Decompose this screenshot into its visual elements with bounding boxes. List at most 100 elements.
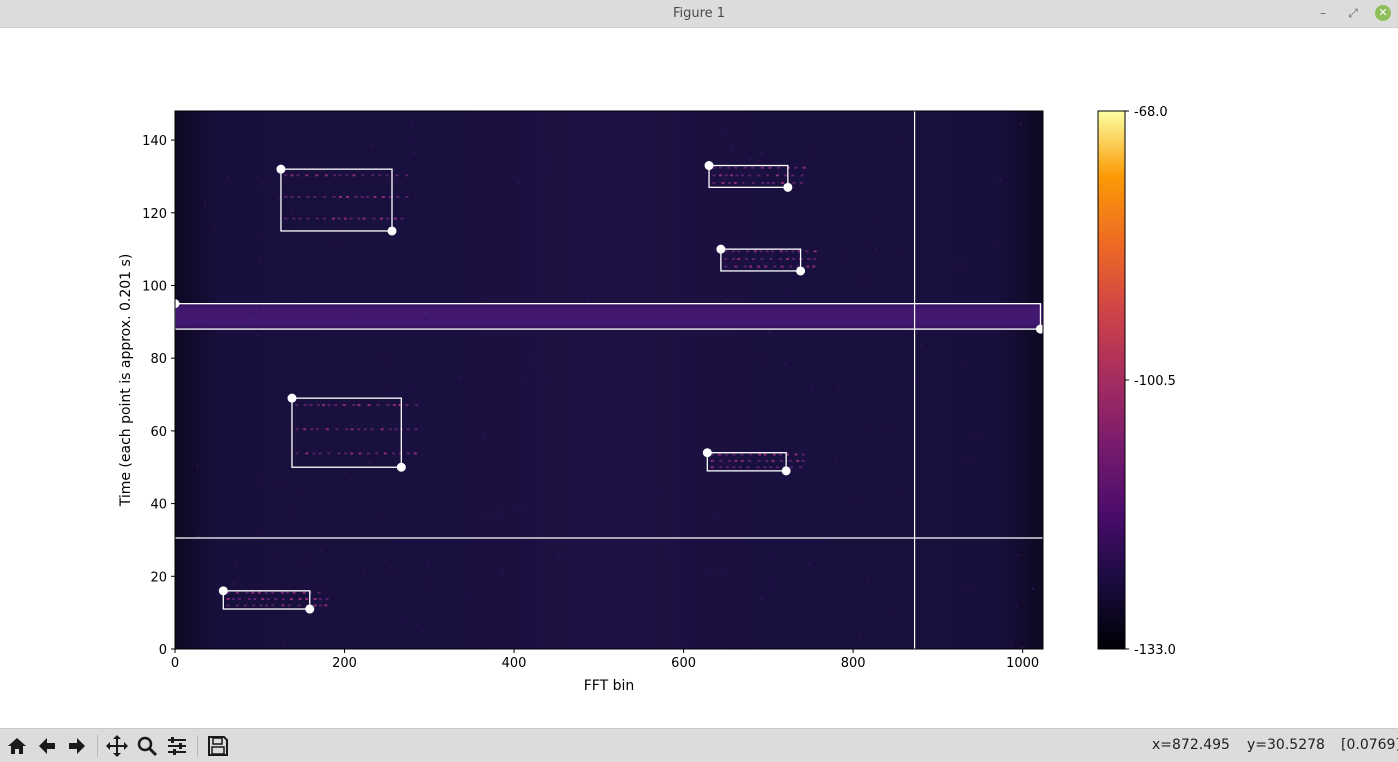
selection-handle[interactable] [276, 164, 286, 174]
signal-mark [332, 217, 336, 220]
signal-mark [712, 181, 716, 184]
signal-mark [785, 453, 789, 456]
signal-mark [315, 174, 319, 177]
noise-mark [625, 529, 628, 532]
selection-box[interactable] [706, 452, 787, 472]
noise-mark [664, 551, 667, 554]
signal-mark [274, 598, 278, 601]
selection-box[interactable] [280, 168, 393, 232]
signal-mark [366, 195, 370, 198]
signal-mark [313, 604, 317, 607]
signal-mark [367, 404, 371, 407]
noise-mark [713, 512, 716, 515]
noise-mark [961, 365, 964, 368]
noise-mark [622, 549, 625, 552]
noise-mark [262, 182, 265, 185]
noise-mark [784, 362, 787, 365]
signal-mark [295, 452, 299, 455]
sliders-icon[interactable] [164, 733, 190, 759]
signal-mark [710, 466, 714, 469]
signal-mark [735, 174, 739, 177]
signal-mark [413, 452, 417, 455]
selection-handle[interactable] [305, 604, 315, 614]
x-tick-label: 400 [502, 656, 527, 671]
signal-mark [724, 174, 728, 177]
noise-mark [411, 120, 414, 123]
selection-box[interactable] [291, 397, 402, 468]
signal-mark [776, 166, 780, 169]
signal-mark [318, 452, 322, 455]
selection-handle[interactable] [218, 586, 228, 596]
arrow-right-icon[interactable] [64, 733, 90, 759]
noise-mark [559, 556, 562, 559]
signal-mark [729, 174, 733, 177]
signal-mark [415, 404, 419, 407]
selection-box[interactable] [720, 248, 802, 272]
selection-handle[interactable] [287, 393, 297, 403]
signal-mark [794, 166, 798, 169]
noise-mark [769, 554, 772, 557]
selection-handle[interactable] [702, 448, 712, 458]
signal-mark [771, 250, 775, 253]
signal-mark [766, 174, 770, 177]
save-icon[interactable] [205, 733, 231, 759]
noise-mark [344, 471, 347, 474]
signal-mark [792, 181, 796, 184]
selection-handle[interactable] [783, 182, 793, 192]
noise-mark [502, 569, 505, 572]
colorbar-tick-label: -100.5 [1134, 374, 1176, 389]
heatmap-image [175, 111, 1043, 649]
selection-handle[interactable] [387, 226, 397, 236]
noise-mark [367, 461, 370, 464]
spectrogram-plot[interactable]: 0 200 400 600 800 1000 0 20 40 60 80 100 120 140 -68.… [0, 28, 1398, 727]
noise-mark [371, 144, 374, 147]
selection-handle[interactable] [704, 161, 714, 171]
signal-mark [264, 591, 268, 594]
signal-mark [734, 166, 738, 169]
maximize-icon[interactable]: ⤢ [1348, 6, 1358, 20]
figure-canvas[interactable]: 0 200 400 600 800 1000 0 20 40 60 80 100 120 140 -68.… [0, 28, 1398, 727]
arrow-left-icon[interactable] [34, 733, 60, 759]
noise-mark [809, 151, 812, 154]
signal-mark [721, 181, 725, 184]
signal-mark [779, 250, 783, 253]
close-icon[interactable]: ✕ [1375, 5, 1391, 21]
signal-mark [306, 217, 310, 220]
minimize-icon[interactable]: – [1320, 6, 1326, 20]
noise-mark [334, 245, 337, 248]
signal-mark [317, 591, 321, 594]
signal-mark [363, 428, 367, 431]
selection-handle[interactable] [1035, 324, 1045, 334]
signal-mark [235, 591, 239, 594]
zoom-icon[interactable] [134, 733, 160, 759]
noise-mark [413, 387, 416, 390]
noise-mark [537, 587, 540, 590]
toolbar-separator [197, 735, 198, 757]
signal-mark [734, 265, 738, 268]
signal-mark [757, 265, 761, 268]
selection-handle[interactable] [716, 244, 726, 254]
signal-mark [807, 257, 811, 260]
signal-mark [796, 265, 800, 268]
home-icon[interactable] [4, 733, 30, 759]
selection-handle[interactable] [781, 466, 791, 476]
signal-mark [398, 452, 402, 455]
y-tick-label: 20 [150, 570, 167, 585]
signal-mark [327, 404, 331, 407]
noise-mark [390, 569, 393, 572]
signal-mark [719, 459, 723, 462]
axes: 0 200 400 600 800 1000 0 20 40 60 80 100 120 140 [142, 110, 1044, 671]
signal-mark [813, 250, 817, 253]
signal-mark [259, 604, 263, 607]
selection-handle[interactable] [796, 266, 806, 276]
selection-handle[interactable] [396, 462, 406, 472]
colorbar-tick-label: -68.0 [1134, 105, 1168, 120]
selection-box[interactable] [222, 590, 311, 610]
move-icon[interactable] [104, 733, 130, 759]
noise-mark [588, 125, 591, 128]
noise-mark [865, 425, 868, 428]
signal-mark [310, 428, 314, 431]
signal-mark [727, 181, 731, 184]
selection-box[interactable] [708, 164, 789, 188]
selection-boxes[interactable] [170, 161, 1045, 614]
